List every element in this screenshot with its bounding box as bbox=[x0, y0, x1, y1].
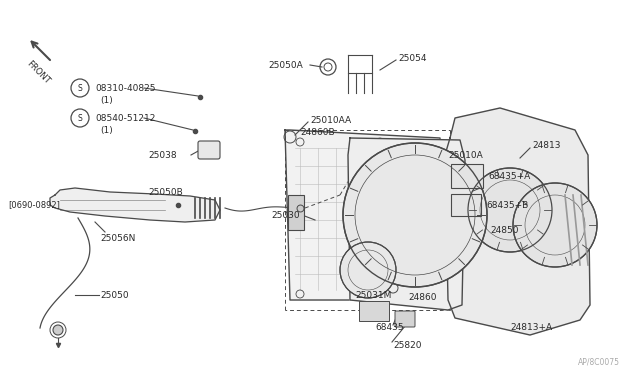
FancyBboxPatch shape bbox=[451, 164, 483, 188]
Text: 24850: 24850 bbox=[490, 225, 518, 234]
Circle shape bbox=[436, 151, 444, 159]
Circle shape bbox=[53, 325, 63, 335]
Text: 25820: 25820 bbox=[393, 340, 422, 350]
Text: (1): (1) bbox=[100, 96, 113, 105]
Circle shape bbox=[468, 168, 552, 252]
Text: 25050: 25050 bbox=[100, 291, 129, 299]
Text: 24813: 24813 bbox=[532, 141, 561, 150]
Circle shape bbox=[513, 183, 597, 267]
Circle shape bbox=[340, 242, 396, 298]
Text: 24860B: 24860B bbox=[300, 128, 335, 137]
Text: 25010AA: 25010AA bbox=[310, 115, 351, 125]
Text: 68435+A: 68435+A bbox=[488, 171, 531, 180]
Text: 24860: 24860 bbox=[408, 294, 436, 302]
Circle shape bbox=[343, 143, 487, 287]
FancyBboxPatch shape bbox=[288, 195, 304, 230]
FancyBboxPatch shape bbox=[359, 301, 389, 321]
Polygon shape bbox=[285, 130, 445, 300]
FancyBboxPatch shape bbox=[198, 141, 220, 159]
Text: 25030: 25030 bbox=[271, 211, 300, 219]
FancyBboxPatch shape bbox=[451, 194, 481, 216]
Text: (1): (1) bbox=[100, 125, 113, 135]
Text: S: S bbox=[77, 83, 83, 93]
Text: 68435+B: 68435+B bbox=[486, 201, 528, 209]
Text: [0690-0892]: [0690-0892] bbox=[8, 201, 60, 209]
Text: S: S bbox=[77, 113, 83, 122]
Text: 25038: 25038 bbox=[148, 151, 177, 160]
Text: 08310-40825: 08310-40825 bbox=[95, 83, 156, 93]
Polygon shape bbox=[445, 108, 590, 335]
Polygon shape bbox=[348, 138, 465, 310]
Text: 25056N: 25056N bbox=[100, 234, 136, 243]
Text: 25050B: 25050B bbox=[148, 187, 183, 196]
FancyBboxPatch shape bbox=[395, 311, 415, 327]
Text: 68435: 68435 bbox=[375, 324, 404, 333]
Text: 25010A: 25010A bbox=[448, 151, 483, 160]
Text: 08540-51212: 08540-51212 bbox=[95, 113, 156, 122]
Text: 25054: 25054 bbox=[398, 54, 426, 62]
Text: FRONT: FRONT bbox=[25, 59, 51, 85]
Text: 25031M: 25031M bbox=[355, 291, 392, 299]
Text: AP/8C0075: AP/8C0075 bbox=[578, 357, 620, 366]
Text: 24813+A: 24813+A bbox=[510, 324, 552, 333]
Text: 25050A: 25050A bbox=[268, 61, 303, 70]
Polygon shape bbox=[50, 188, 220, 222]
